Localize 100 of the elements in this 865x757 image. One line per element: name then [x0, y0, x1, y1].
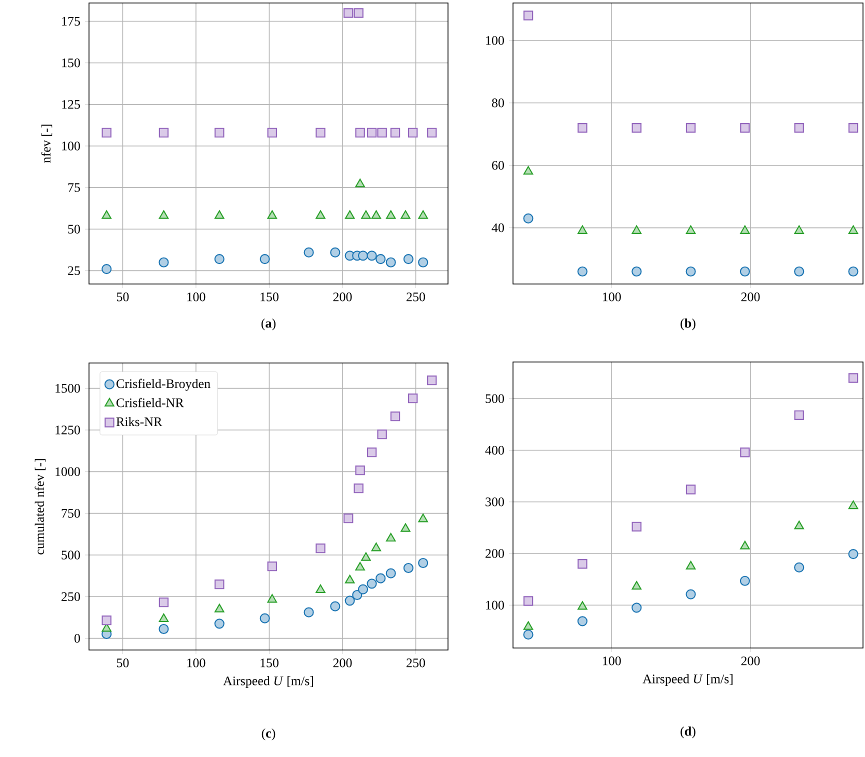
y-tick-label: 250	[62, 592, 80, 602]
point	[344, 513, 354, 524]
x-tick-label: 250	[406, 292, 426, 302]
point	[267, 594, 278, 603]
point	[523, 166, 534, 175]
point	[632, 266, 642, 277]
point	[267, 561, 278, 572]
y-tick-label: 100	[486, 36, 504, 45]
point	[686, 589, 696, 600]
point	[354, 483, 364, 494]
point	[418, 210, 428, 219]
point	[740, 576, 750, 586]
y-axis-title: nfev [-]	[41, 124, 52, 163]
point	[304, 607, 314, 618]
point	[577, 266, 588, 277]
point	[330, 247, 340, 258]
point	[376, 254, 386, 264]
point	[848, 123, 858, 133]
y-tick-label: 75	[68, 183, 80, 192]
point	[214, 254, 224, 264]
point	[361, 210, 371, 219]
point	[214, 579, 224, 590]
point	[386, 568, 396, 578]
point	[740, 123, 750, 133]
point	[304, 247, 314, 258]
point	[740, 447, 750, 458]
point	[686, 225, 696, 234]
point	[344, 210, 355, 219]
y-tick-label: 100	[62, 142, 80, 150]
point	[366, 578, 377, 589]
point	[740, 266, 750, 277]
point	[632, 123, 642, 133]
x-axis-title: Airspeed U [m/s]	[642, 674, 733, 686]
y-tick-label: 50	[68, 224, 80, 234]
point	[214, 604, 224, 612]
point	[418, 514, 428, 522]
point	[408, 128, 418, 138]
point	[632, 602, 642, 613]
point	[523, 621, 534, 630]
y-tick-label: 40	[492, 223, 504, 232]
point	[577, 616, 588, 626]
text: (b)	[680, 318, 696, 330]
point	[354, 8, 364, 18]
y-tick-label: 400	[485, 446, 504, 455]
y-tick-label: 175	[62, 16, 80, 26]
point	[794, 225, 804, 234]
y-tick-label: 1000	[56, 467, 80, 476]
point	[377, 128, 387, 138]
point	[794, 123, 804, 133]
x-tick-label: 50	[116, 292, 129, 302]
text: (a)	[261, 318, 276, 330]
point	[102, 264, 112, 274]
point	[158, 257, 169, 268]
point	[632, 522, 642, 532]
point	[578, 123, 588, 133]
point	[267, 210, 278, 219]
point	[523, 10, 534, 20]
y-tick-label: 1250	[56, 426, 80, 434]
point	[316, 128, 326, 138]
point	[316, 210, 326, 219]
point	[330, 601, 340, 612]
point	[740, 540, 750, 550]
x-tick-label: 100	[187, 292, 206, 302]
point	[523, 596, 534, 606]
y-tick-label: 80	[492, 98, 504, 108]
point	[794, 562, 804, 573]
point	[316, 543, 326, 554]
point	[578, 225, 588, 234]
point	[794, 410, 804, 420]
point	[632, 225, 642, 234]
x-tick-label: 150	[260, 658, 278, 668]
point	[578, 601, 588, 610]
x-tick-label: 200	[741, 656, 760, 666]
point	[267, 128, 278, 138]
x-tick-label: 100	[603, 656, 621, 666]
x-tick-label: 200	[741, 292, 760, 302]
point	[386, 210, 396, 219]
x-tick-label: 100	[603, 292, 621, 302]
point	[632, 581, 642, 590]
point	[344, 596, 355, 606]
point	[403, 254, 414, 264]
point	[355, 562, 365, 571]
point	[371, 210, 382, 219]
point	[361, 552, 371, 561]
point	[371, 542, 382, 552]
point	[408, 393, 418, 404]
point	[523, 213, 534, 224]
point	[102, 615, 112, 626]
x-tick-label: 100	[187, 658, 206, 668]
point	[390, 411, 400, 422]
point	[355, 128, 365, 138]
point	[390, 128, 400, 138]
point	[352, 590, 362, 600]
y-tick-label: 125	[62, 100, 80, 109]
x-tick-label: 150	[260, 292, 278, 302]
y-tick-label: 25	[68, 266, 80, 276]
point	[355, 465, 365, 476]
legend-label: Crisfield-NR	[116, 398, 184, 408]
point	[523, 630, 534, 640]
point	[376, 573, 386, 584]
